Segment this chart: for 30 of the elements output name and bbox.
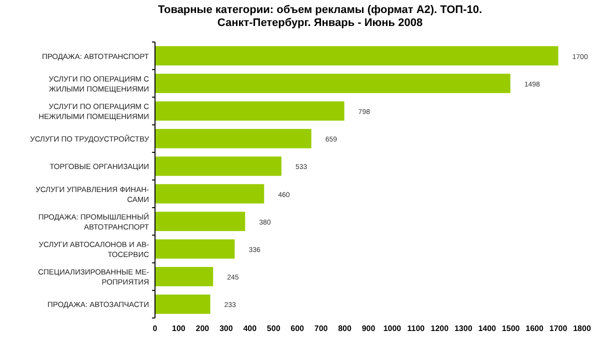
x-tick-label: 1700: [549, 324, 568, 333]
x-tick-label: 100: [172, 324, 186, 333]
x-tick-label: 600: [290, 324, 305, 333]
x-tick-label: 800: [338, 324, 352, 333]
x-tick-label: 700: [314, 324, 328, 333]
x-tick-label: 200: [196, 324, 210, 333]
x-tick-label: 1600: [526, 324, 544, 333]
x-tick-label: 1200: [430, 324, 450, 333]
bar: [155, 46, 558, 66]
bar: [155, 101, 344, 121]
x-tick-label: 900: [362, 324, 376, 333]
x-tick-label: 1400: [478, 324, 497, 333]
bar: [155, 212, 246, 232]
x-tick-label: 300: [219, 324, 234, 333]
bar: [155, 156, 282, 176]
x-tick-label: 500: [266, 324, 281, 333]
x-tick-label: 1800: [573, 324, 592, 333]
x-tick-label: 1500: [502, 324, 520, 333]
x-tick-label: 1100: [407, 324, 426, 333]
bar: [155, 128, 312, 148]
x-tick-label: 1000: [383, 324, 402, 333]
x-tick-label: 1300: [454, 324, 473, 333]
bar: [155, 294, 210, 314]
bar: [155, 74, 510, 94]
bar: [155, 266, 214, 286]
x-tick-label: 400: [243, 324, 258, 333]
x-tick-label: 0: [152, 324, 158, 333]
bar: [155, 239, 235, 259]
bar: [155, 184, 264, 204]
chart-title: Товарные категории: объем рекламы (формат А2). ТОП-10. Санкт-Петербург. Январь - Июнь 2008: [158, 4, 482, 29]
